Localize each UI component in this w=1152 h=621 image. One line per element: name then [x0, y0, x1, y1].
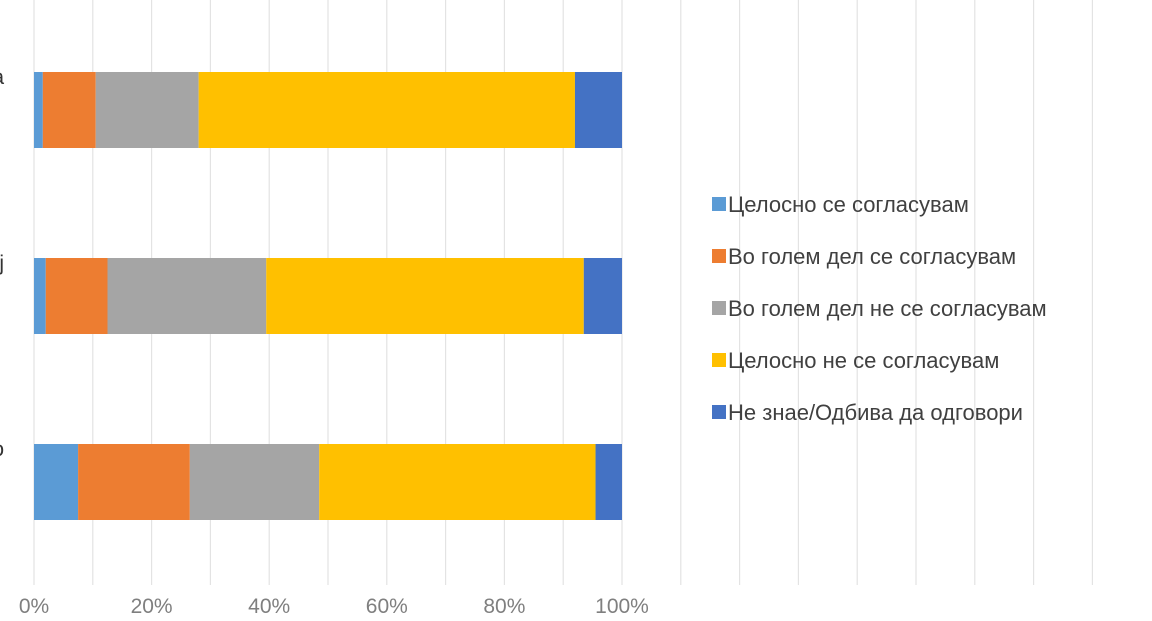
bar-segment-2-row-2	[45, 258, 108, 334]
legend-swatch	[712, 353, 726, 367]
category-label: a	[0, 66, 4, 89]
bar-segment-4-row-3	[319, 444, 596, 520]
legend-label: Целосно се согласувам	[728, 192, 969, 217]
bar-segment-5-row-1	[574, 72, 622, 148]
bar-segment-1-row-1	[34, 72, 43, 148]
bar-segment-5-row-2	[583, 258, 622, 334]
category-labels: a j o	[0, 66, 4, 461]
bar-segment-5-row-3	[595, 444, 622, 520]
bar-segment-3-row-3	[189, 444, 320, 520]
x-tick-label: 80%	[483, 595, 525, 616]
bar-segment-1-row-2	[34, 258, 46, 334]
bars	[34, 72, 622, 520]
x-tick-label: 20%	[131, 595, 173, 616]
x-tick-label: 100%	[595, 595, 649, 616]
legend-swatch	[712, 301, 726, 315]
legend-swatch	[712, 197, 726, 211]
x-tick-label: 60%	[366, 595, 408, 616]
legend-swatch	[712, 405, 726, 419]
legend-label: Во голем дел се согласувам	[728, 244, 1016, 269]
legend-label: Во голем дел не се согласувам	[728, 296, 1047, 321]
legend-label: Не знае/Одбива да одговори	[728, 400, 1023, 425]
category-label: o	[0, 438, 4, 461]
legend-label: Целосно не се согласувам	[728, 348, 999, 373]
x-tick-label: 0%	[19, 595, 49, 616]
x-axis-ticks: 0% 20% 40% 60% 80% 100%	[19, 595, 649, 618]
legend-swatch	[712, 249, 726, 263]
bar-segment-3-row-2	[107, 258, 267, 334]
bar-segment-2-row-3	[78, 444, 190, 520]
x-tick-label: 40%	[248, 595, 290, 616]
legend: Целосно се согласувам Во голем дел се сог…	[712, 192, 1047, 425]
bar-segment-2-row-1	[42, 72, 96, 148]
bar-segment-1-row-3	[34, 444, 79, 520]
bar-segment-3-row-1	[95, 72, 199, 148]
bar-segment-4-row-1	[198, 72, 575, 148]
bar-segment-4-row-2	[266, 258, 584, 334]
category-label: j	[0, 252, 4, 275]
